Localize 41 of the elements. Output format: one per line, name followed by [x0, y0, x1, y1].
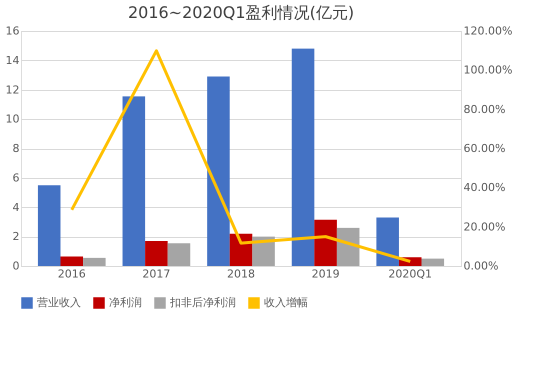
bar: [376, 218, 399, 266]
y-tick-label: 14: [6, 54, 20, 67]
bar: [207, 76, 230, 266]
bar: [252, 236, 275, 266]
legend-label: 营业收入: [37, 296, 81, 309]
y2-tick-label: 80.00%: [464, 102, 506, 116]
y2-tick-label: 0.00%: [464, 260, 498, 272]
y-tick-label: 0: [12, 260, 20, 272]
bar: [145, 241, 168, 266]
x-tick-label: 2018: [227, 268, 255, 280]
y-tick-label: 16: [6, 24, 20, 38]
y-tick-label: 2: [12, 230, 20, 244]
y2-tick-label: 60.00%: [464, 142, 506, 155]
y2-tick-label: 20.00%: [464, 220, 506, 234]
chart-title: 2016~2020Q1盈利情况(亿元): [128, 3, 354, 22]
bar: [230, 234, 252, 266]
y2-tick-label: 120.00%: [464, 24, 512, 38]
bar: [314, 220, 337, 266]
y-tick-label: 8: [12, 142, 20, 155]
y-tick-label: 6: [12, 171, 20, 184]
legend-label: 收入增幅: [264, 296, 308, 309]
legend-label: 扣非后净利润: [169, 296, 236, 309]
bar: [38, 185, 60, 266]
bar: [422, 258, 444, 266]
x-tick-label: 2019: [312, 268, 340, 280]
y-tick-label: 4: [12, 200, 20, 214]
bar: [168, 243, 190, 266]
x-tick-label: 2020Q1: [388, 268, 432, 280]
y-tick-label: 12: [6, 83, 20, 96]
bar: [122, 96, 146, 266]
x-tick-label: 2016: [58, 268, 86, 280]
line-series: [70, 49, 412, 263]
bar: [292, 48, 314, 266]
bar: [60, 256, 84, 266]
y2-tick-label: 40.00%: [464, 181, 506, 194]
y2-tick-label: 100.00%: [464, 64, 512, 77]
legend-label: 净利润: [109, 296, 142, 309]
bar: [83, 258, 106, 266]
y-tick-label: 10: [6, 112, 20, 126]
x-tick-label: 2017: [142, 268, 170, 280]
bar: [336, 228, 360, 266]
